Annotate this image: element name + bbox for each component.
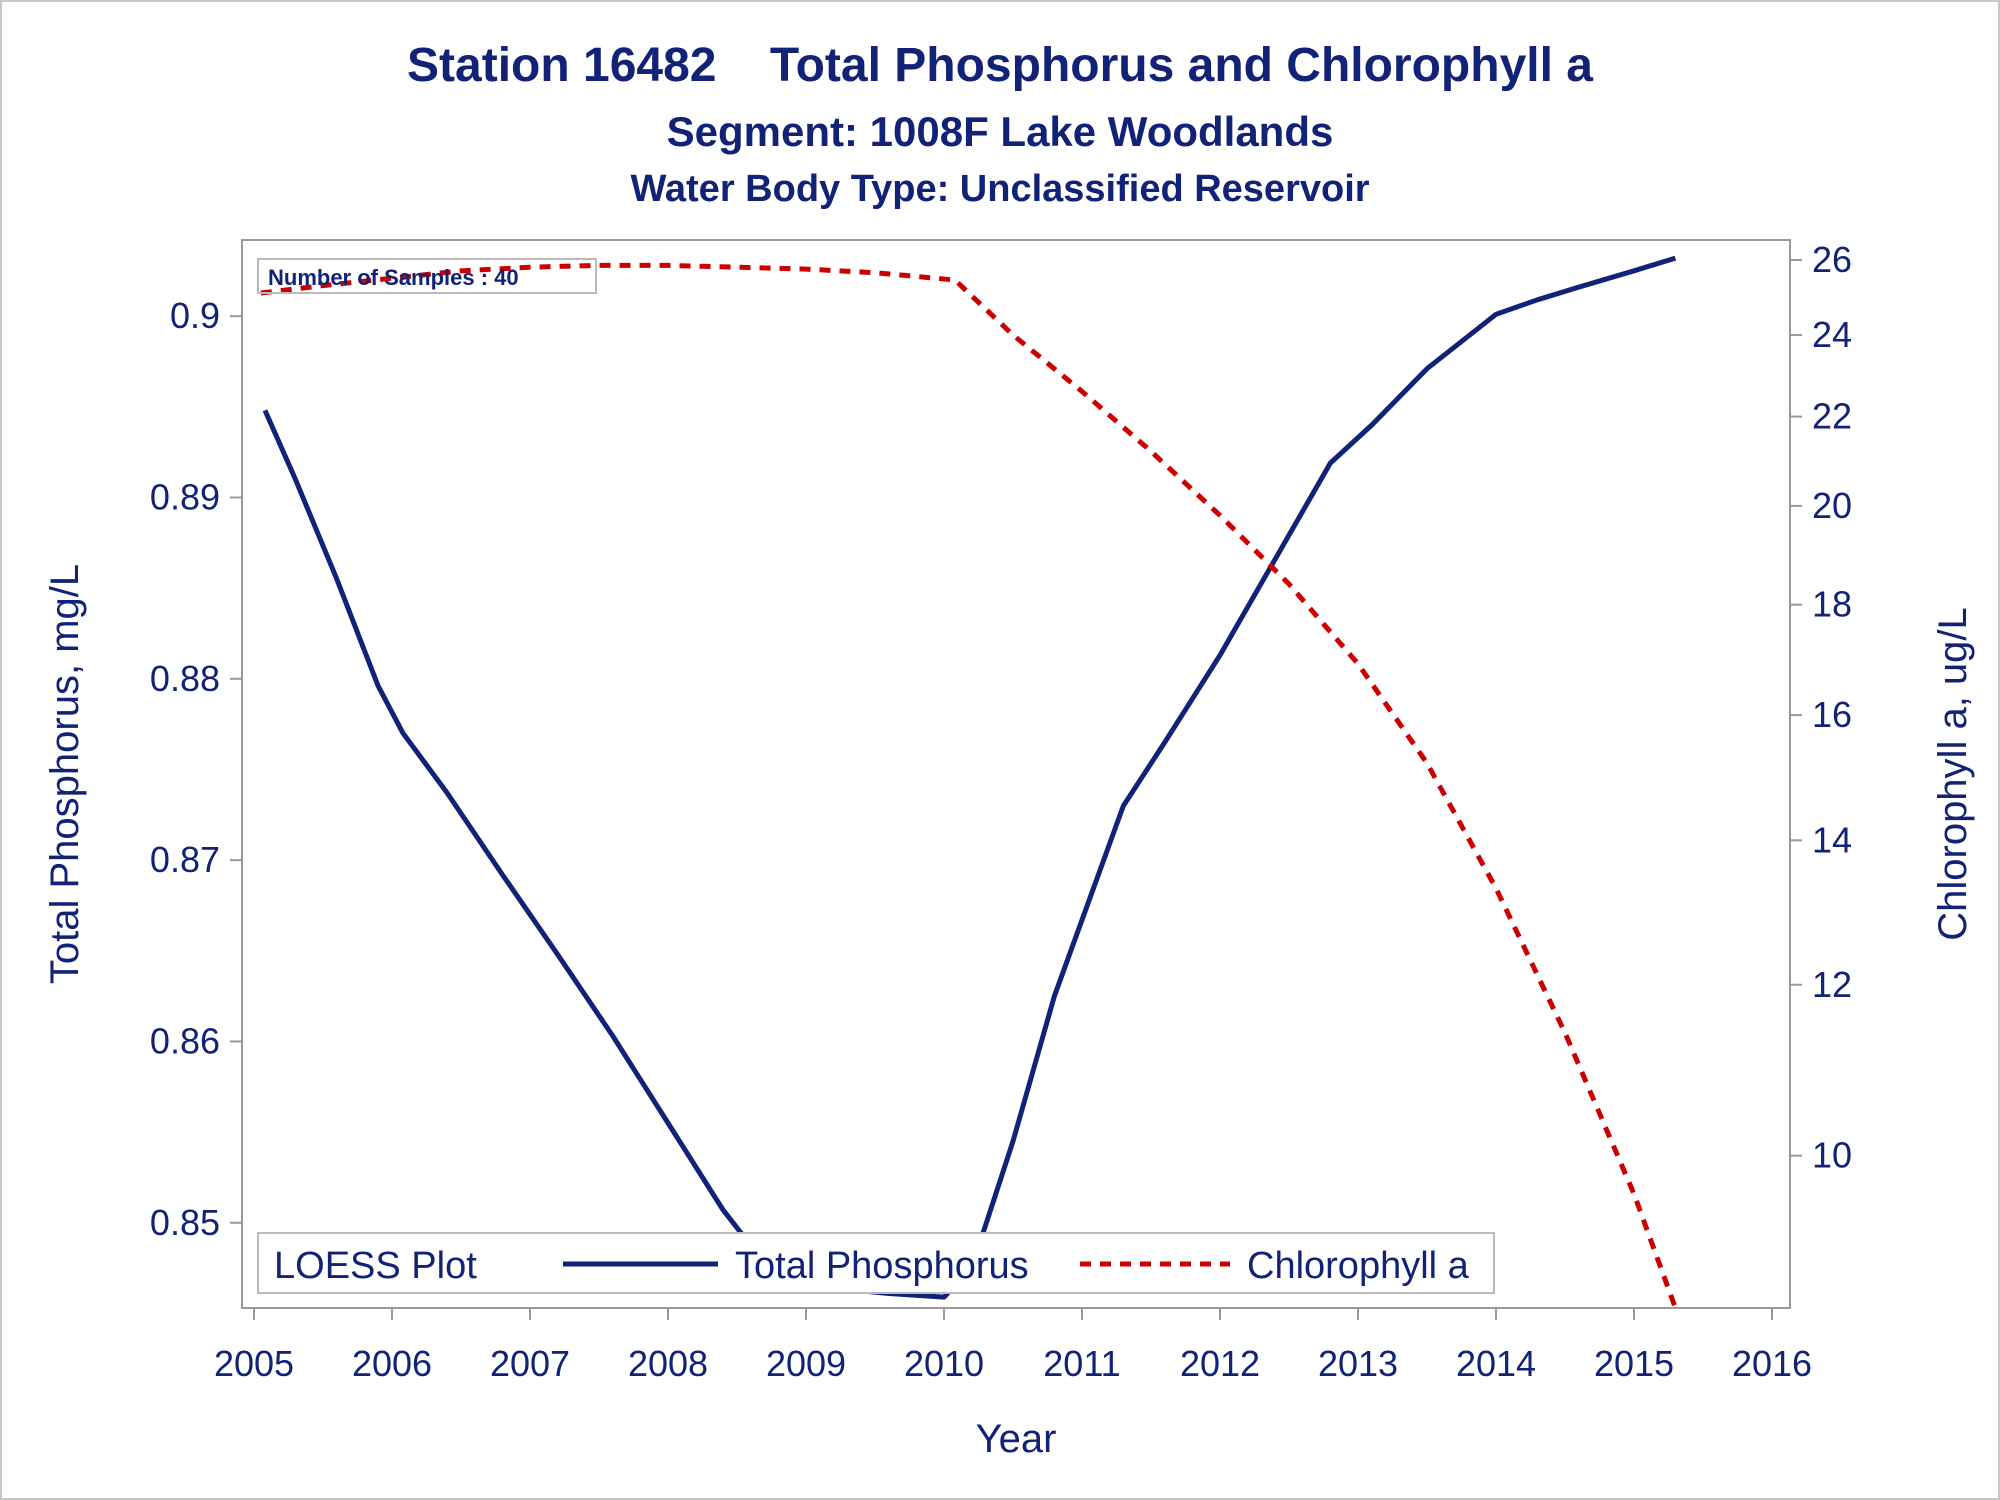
plot-area	[241, 239, 1791, 1309]
series-line-chlorophyll-a	[260, 262, 1678, 1309]
x-tick-label: 2015	[1594, 1343, 1674, 1384]
x-axis: 2005 2006 2007 2008 2009 2010 2011 2012 2013 2014…	[214, 1308, 1812, 1384]
y-axis-left: 0.85 0.86 0.87 0.88 0.89 0.9	[150, 295, 242, 1243]
x-tick-label: 2016	[1732, 1343, 1812, 1384]
y2-tick-label: 22	[1812, 396, 1852, 437]
legend-label-chlorophyll: Chlorophyll a	[1247, 1245, 1470, 1287]
y2-tick-label: 14	[1812, 819, 1852, 860]
y2-axis-title: Chlorophyll a, ug/L	[1931, 607, 1975, 941]
x-tick-label: 2012	[1180, 1343, 1260, 1384]
chart-subtitle-2: Water Body Type: Unclassified Reservoir	[630, 168, 1370, 210]
series-layer	[260, 255, 1678, 1309]
x-tick-label: 2011	[1043, 1343, 1120, 1384]
legend-label-phosphorus: Total Phosphorus	[735, 1245, 1029, 1287]
legend-title: LOESS Plot	[274, 1245, 477, 1287]
chart-subtitle: Segment: 1008F Lake Woodlands	[666, 108, 1334, 155]
sample-count-box: Number of Samples : 40	[257, 258, 597, 294]
y2-tick-label: 18	[1812, 584, 1852, 625]
y-tick-label: 0.86	[150, 1020, 220, 1061]
series-line-total-phosphorus	[262, 255, 1677, 1300]
sample-count-text: Number of Samples : 40	[268, 265, 519, 290]
x-tick-label: 2013	[1318, 1343, 1398, 1384]
legend-box	[257, 1232, 1495, 1294]
y-tick-label: 0.88	[150, 658, 220, 699]
y-tick-label: 0.85	[150, 1202, 220, 1243]
x-axis-title: Year	[976, 1417, 1057, 1461]
x-tick-label: 2005	[214, 1343, 294, 1384]
x-tick-label: 2006	[352, 1343, 432, 1384]
y2-tick-label: 12	[1812, 964, 1852, 1005]
y-axis-title: Total Phosphorus, mg/L	[43, 564, 87, 984]
y2-tick-label: 10	[1812, 1135, 1852, 1176]
y-tick-label: 0.87	[150, 839, 220, 880]
x-tick-label: 2007	[490, 1343, 570, 1384]
x-tick-label: 2008	[628, 1343, 708, 1384]
y2-tick-label: 20	[1812, 485, 1852, 526]
x-tick-label: 2010	[904, 1343, 984, 1384]
y2-tick-label: 24	[1812, 314, 1852, 355]
y2-tick-label: 16	[1812, 694, 1852, 735]
y-axis-right: 10 12 14 16 18 20 22 24 26	[1790, 239, 1852, 1176]
legend: LOESS Plot Total Phosphorus Chlorophyll …	[257, 1232, 1495, 1294]
x-tick-label: 2014	[1456, 1343, 1536, 1384]
y-tick-label: 0.9	[170, 295, 220, 336]
x-tick-label: 2009	[766, 1343, 846, 1384]
y2-tick-label: 26	[1812, 239, 1852, 280]
chart-title: Station 16482 Total Phosphorus and Chlor…	[407, 39, 1593, 92]
y-tick-label: 0.89	[150, 476, 220, 517]
